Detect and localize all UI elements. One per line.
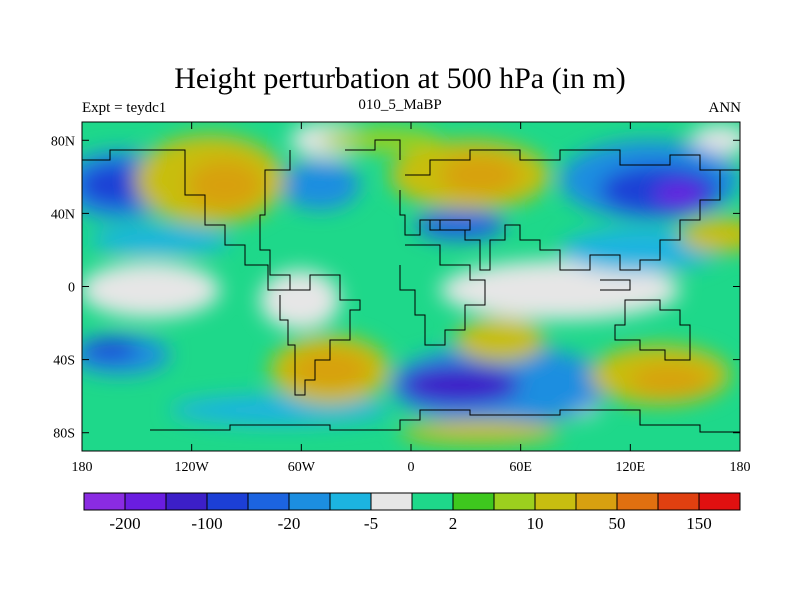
colorbar-box xyxy=(329,492,372,511)
colorbar: -200 -100 -20 -5 2 10 50 150 xyxy=(83,492,741,533)
axis-ticks: 180 120W 60W 0 60E 120E 180 80N 40N 0 40S 80S xyxy=(51,122,751,475)
colorbar-box xyxy=(657,492,700,511)
y-tick-label: 40S xyxy=(53,354,75,369)
colorbar-box xyxy=(165,492,208,511)
colorbar-box xyxy=(124,492,167,511)
x-tick-label: 120E xyxy=(616,460,646,475)
colorbar-label: 150 xyxy=(686,514,712,533)
colorbar-box xyxy=(575,492,618,511)
y-tick-label: 0 xyxy=(68,281,75,296)
coastlines xyxy=(82,139,740,433)
colorbar-label: -100 xyxy=(191,514,222,533)
x-tick-label: 60E xyxy=(509,460,532,475)
colorbar-label: 2 xyxy=(449,514,458,533)
x-tick-label: 180 xyxy=(72,460,93,475)
colorbar-box xyxy=(370,492,413,511)
colorbar-label: 50 xyxy=(609,514,626,533)
x-tick-label: 180 xyxy=(730,460,751,475)
y-tick-label: 80S xyxy=(53,427,75,442)
colorbar-box xyxy=(247,492,290,511)
colorbar-box xyxy=(452,492,495,511)
period-label: 010_5_MaBP xyxy=(358,97,442,113)
colorbar-box xyxy=(698,492,741,511)
colorbar-label: 10 xyxy=(527,514,544,533)
colorbar-box xyxy=(616,492,659,511)
colorbar-box xyxy=(206,492,249,511)
colorbar-box xyxy=(534,492,577,511)
y-tick-label: 40N xyxy=(51,207,75,222)
y-tick-label: 80N xyxy=(51,134,75,149)
colorbar-box xyxy=(288,492,331,511)
colorbar-label: -5 xyxy=(364,514,378,533)
colorbar-label: -200 xyxy=(109,514,140,533)
experiment-label: Expt = teydc1 xyxy=(82,100,167,116)
x-tick-label: 0 xyxy=(408,460,415,475)
colorbar-box xyxy=(493,492,536,511)
x-tick-label: 60W xyxy=(288,460,316,475)
x-tick-label: 120W xyxy=(175,460,210,475)
season-label: ANN xyxy=(708,100,742,116)
colorbar-label: -20 xyxy=(278,514,301,533)
plot-title: Height perturbation at 500 hPa (in m) xyxy=(174,62,626,95)
colorbar-box xyxy=(411,492,454,511)
colorbar-box xyxy=(83,492,126,511)
height-field xyxy=(82,122,740,451)
